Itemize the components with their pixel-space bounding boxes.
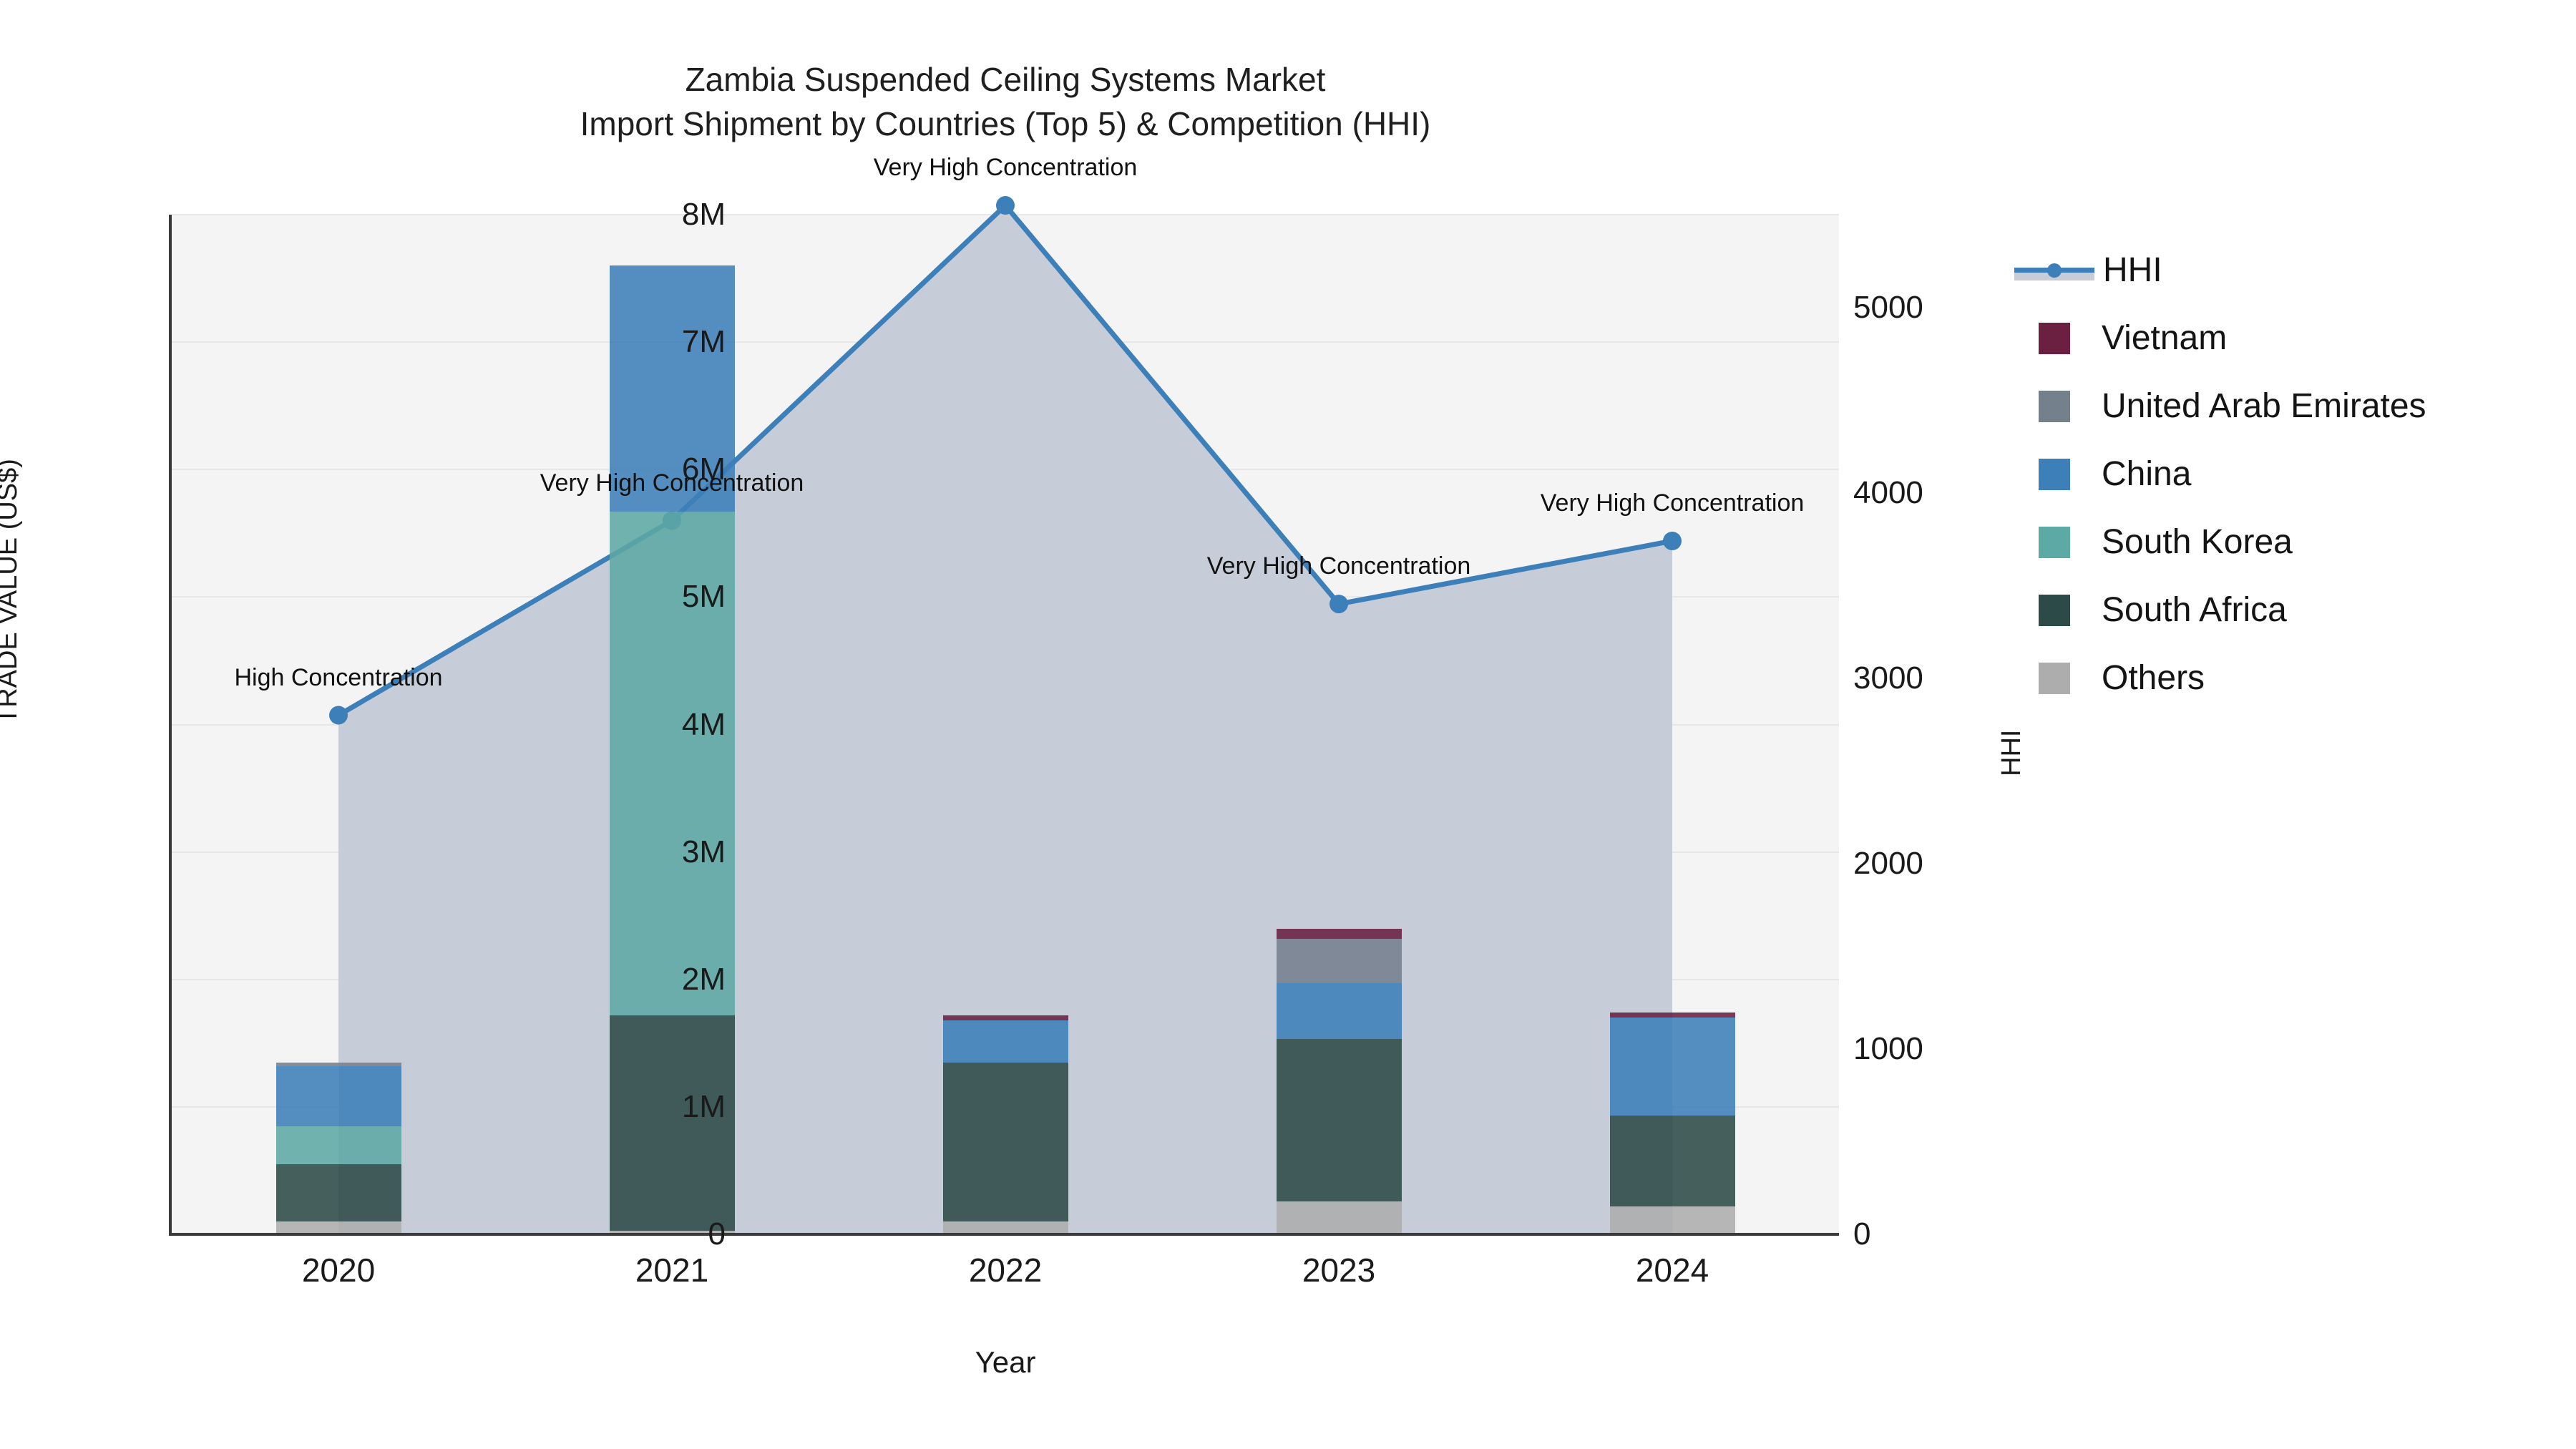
plot-area [172,196,1839,1235]
legend-item-label: Vietnam [2102,319,2228,357]
legend-item-label: HHI [2103,251,2162,289]
bar-segment[interactable] [609,512,735,1015]
hhi-data-point[interactable] [996,196,1015,215]
legend-swatch-icon [2039,458,2070,490]
legend-item-label: Others [2102,659,2205,697]
concentration-annotation: Very High Concentration [1540,489,1805,517]
concentration-annotation: Very High Concentration [540,469,804,497]
bar-segment[interactable] [1609,1018,1735,1116]
y-axis-left-tick-label: 2M [681,961,726,997]
bar-segment[interactable] [609,265,735,512]
legend-swatch-icon [2039,526,2070,558]
legend: HHI Vietnam United Arab Emirates China South… [2014,236,2426,712]
bar-segment[interactable] [1276,1039,1402,1201]
legend-item[interactable]: HHI [2014,236,2426,304]
legend-swatch-icon [2039,390,2070,422]
x-axis-tick-label: 2024 [1635,1252,1709,1289]
bar-segment[interactable] [275,1126,401,1165]
legend-item[interactable]: Others [2014,644,2426,712]
y-axis-left-tick-label: 0 [708,1216,726,1252]
concentration-annotation: Very High Concentration [873,154,1138,182]
legend-item[interactable]: Vietnam [2014,304,2426,372]
legend-item[interactable]: China [2014,440,2426,508]
bar-segment[interactable] [1276,938,1402,984]
legend-item-label: South Korea [2102,523,2293,561]
x-axis-spine [172,1233,1839,1236]
y-axis-left-tick-label: 3M [681,834,726,869]
y-axis-right-tick-label: 0 [1853,1216,1871,1252]
bar-segment[interactable] [1609,1013,1735,1018]
legend-item-label: United Arab Emirates [2102,387,2426,425]
bar-segment[interactable] [609,1230,735,1234]
y-axis-left-tick-label: 4M [681,706,726,742]
bar-segment[interactable] [609,1015,735,1231]
legend-item-label: China [2102,455,2192,493]
bar-segment[interactable] [275,1164,401,1222]
x-axis-label: Year [975,1345,1036,1379]
y-axis-left-spine [169,215,172,1236]
x-axis-tick-label: 2020 [301,1252,376,1289]
y-axis-left-tick-label: 1M [681,1088,726,1124]
bar-segment[interactable] [942,1062,1068,1222]
concentration-annotation: Very High Concentration [1206,552,1471,580]
y-axis-right-tick-label: 1000 [1853,1030,1923,1066]
y-axis-right-tick-label: 5000 [1853,289,1923,325]
legend-swatch-icon [2039,322,2070,354]
x-axis-tick-label: 2021 [635,1252,709,1289]
bar-segment[interactable] [1276,928,1402,939]
y-axis-right-tick-label: 3000 [1853,660,1923,696]
chart-title: Zambia Suspended Ceiling Systems Market … [0,57,2011,146]
chart-title-line-2: Import Shipment by Countries (Top 5) & C… [580,105,1431,142]
legend-item[interactable]: South Africa [2014,576,2426,644]
y-axis-right-tick-label: 4000 [1853,474,1923,510]
x-axis-tick-label: 2022 [968,1252,1043,1289]
legend-item-label: South Africa [2102,591,2287,629]
y-axis-right-label: HHI [1996,729,2026,776]
bar-segment[interactable] [1609,1206,1735,1234]
legend-swatch-icon [2039,662,2070,694]
hhi-data-point[interactable] [329,706,348,725]
y-axis-left-tick-label: 8M [681,197,726,232]
bar-segment[interactable] [275,1065,401,1126]
y-axis-left-tick-label: 7M [681,324,726,360]
bar-segment[interactable] [942,1015,1068,1020]
bar-segment[interactable] [275,1221,401,1234]
bar-segment[interactable] [1276,1201,1402,1234]
concentration-annotation: High Concentration [234,663,443,691]
bar-segment[interactable] [1276,983,1402,1040]
legend-swatch-icon [2039,594,2070,626]
hhi-data-point[interactable] [1330,595,1348,614]
legend-item[interactable]: South Korea [2014,508,2426,576]
chart-title-line-1: Zambia Suspended Ceiling Systems Market [685,61,1326,98]
y-axis-left-tick-label: 5M [681,579,726,615]
bar-segment[interactable] [942,1221,1068,1234]
hhi-data-point[interactable] [1663,532,1682,550]
x-axis-tick-label: 2023 [1302,1252,1376,1289]
y-axis-right-tick-label: 2000 [1853,845,1923,881]
bar-segment[interactable] [275,1062,401,1066]
legend-line-marker-icon [2014,255,2094,286]
bar-segment[interactable] [1609,1116,1735,1206]
y-axis-left-label: TRADE VALUE (US$) [0,459,23,724]
legend-item[interactable]: United Arab Emirates [2014,372,2426,440]
y-axis-left-tick-label: 6M [681,452,726,487]
bar-segment[interactable] [942,1020,1068,1063]
